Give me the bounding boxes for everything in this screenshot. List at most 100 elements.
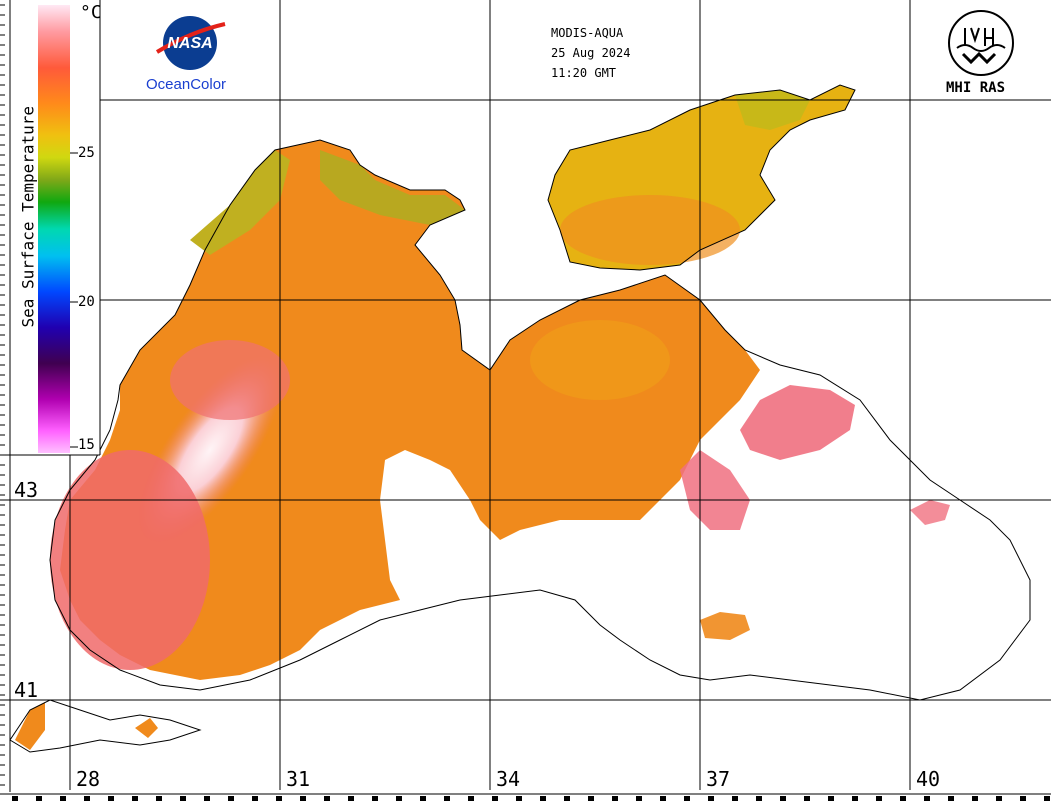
lon-ruler-block (756, 796, 762, 801)
lon-ruler-block (0, 796, 6, 801)
lon-ruler-block (828, 796, 834, 801)
shelf-north (320, 150, 465, 225)
marmara-patch-2 (135, 718, 158, 738)
lon-ruler-block (780, 796, 786, 801)
legend-panel (0, 0, 101, 456)
lon-ruler-block (792, 796, 798, 801)
lon-ruler-block (396, 796, 402, 801)
azov-south-warm (560, 195, 740, 265)
lon-ruler-block (576, 796, 582, 801)
lon-ruler-block (360, 796, 366, 801)
sensor-name: MODIS-AQUA (551, 26, 624, 40)
lon-ruler-block (468, 796, 474, 801)
lon-ruler-block (96, 796, 102, 801)
lon-ruler-block (684, 796, 690, 801)
lon-ruler-block (276, 796, 282, 801)
western-basin (60, 140, 760, 680)
shelf-nw (190, 150, 290, 255)
lon-ruler-block (1044, 796, 1050, 801)
lon-ruler-block (72, 796, 78, 801)
legend-tick-15: 15 (78, 437, 95, 453)
lon-ruler-block (876, 796, 882, 801)
lon-ruler-block (612, 796, 618, 801)
acquisition-time: 11:20 GMT (551, 66, 617, 80)
lon-ruler-block (636, 796, 642, 801)
lon-ruler-block (300, 796, 306, 801)
lat-ruler (0, 0, 11, 800)
nasa-wordmark: NASA (167, 35, 212, 52)
lon-ruler-block (12, 796, 18, 801)
lon-ruler-block (768, 796, 774, 801)
lon-label-37: 37 (706, 767, 731, 791)
warm-patch-center (530, 320, 670, 400)
lon-ruler-block (168, 796, 174, 801)
lon-ruler-block (600, 796, 606, 801)
lon-ruler-block (420, 796, 426, 801)
lon-ruler-block (372, 796, 378, 801)
lon-ruler-block (36, 796, 42, 801)
lon-ruler-block (60, 796, 66, 801)
lon-ruler-block (540, 796, 546, 801)
lon-ruler-block (1020, 796, 1026, 801)
lon-ruler-block (948, 796, 954, 801)
lon-ruler-block (204, 796, 210, 801)
lon-ruler-block (912, 796, 918, 801)
legend-tick-20: 20 (78, 294, 95, 310)
east-hot-patches-3 (910, 500, 950, 525)
lon-ruler-block (216, 796, 222, 801)
lon-ruler-block (648, 796, 654, 801)
lon-ruler-block (1032, 796, 1038, 801)
oceancolor-label: OceanColor (146, 76, 227, 93)
lon-ruler-block (24, 796, 30, 801)
east-hot-patches-2 (680, 450, 750, 530)
coastline (9, 84, 1031, 753)
lon-ruler-block (552, 796, 558, 801)
hot-zone-sw2 (170, 340, 290, 420)
lon-ruler-block (384, 796, 390, 801)
sea-surface-data (15, 85, 950, 750)
lon-ruler-block (336, 796, 342, 801)
lon-ruler-block (456, 796, 462, 801)
lon-ruler-block (432, 796, 438, 801)
lon-ruler-block (984, 796, 990, 801)
lon-ruler-block (252, 796, 258, 801)
lon-label-28: 28 (76, 767, 101, 791)
lon-ruler-block (324, 796, 330, 801)
lon-ruler-block (660, 796, 666, 801)
lon-ruler-block (564, 796, 570, 801)
east-hot-patches (740, 385, 855, 460)
east-hot-patches-4 (700, 612, 750, 640)
lon-ruler-block (672, 796, 678, 801)
lon-ruler-block (624, 796, 630, 801)
legend-tick-25: 25 (78, 145, 95, 161)
lon-ruler-block (264, 796, 270, 801)
lon-ruler-block (960, 796, 966, 801)
lon-ruler-block (804, 796, 810, 801)
lon-ruler (0, 792, 1051, 801)
coast-azov (547, 84, 856, 271)
lat-label-43: 43 (14, 478, 39, 502)
lon-ruler-block (156, 796, 162, 801)
marmara-patch (15, 702, 45, 750)
lon-ruler-block (888, 796, 894, 801)
lon-ruler-block (816, 796, 822, 801)
acquisition-date: 25 Aug 2024 (551, 46, 631, 60)
hot-zone-sw (50, 450, 210, 670)
lat-label-41: 41 (14, 678, 39, 702)
lon-ruler-block (348, 796, 354, 801)
lon-ruler-block (240, 796, 246, 801)
lon-ruler-block (732, 796, 738, 801)
legend-title: Sea Surface Temperature (18, 105, 38, 328)
mhi-ras-label: MHI RAS (946, 80, 1006, 96)
lon-ruler-block (936, 796, 942, 801)
lon-ruler-block (744, 796, 750, 801)
coast-west-north (49, 139, 1031, 701)
lon-ruler-block (1008, 796, 1014, 801)
nasa-logo: NASA (155, 16, 226, 70)
lon-ruler-block (924, 796, 930, 801)
legend-colorbar (38, 5, 70, 453)
lon-ruler-block (840, 796, 846, 801)
lon-ruler-block (864, 796, 870, 801)
